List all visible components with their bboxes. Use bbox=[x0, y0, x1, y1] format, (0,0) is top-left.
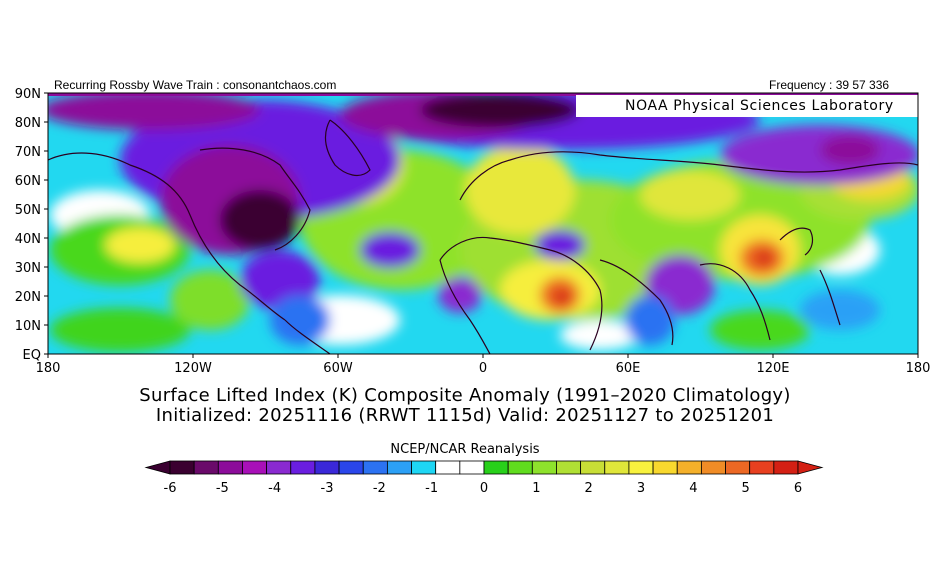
colorbar-tick-label: 2 bbox=[585, 481, 593, 496]
colorbar-cell bbox=[314, 460, 340, 475]
colorbar-cell bbox=[290, 460, 316, 475]
colorbar-cell bbox=[652, 460, 678, 475]
colorbar-cell bbox=[386, 460, 412, 475]
colorbar-cell bbox=[411, 460, 437, 475]
colorbar-tick-label: 3 bbox=[637, 481, 645, 496]
lon-label: 180 bbox=[36, 361, 61, 376]
colorbar-tick-label: 5 bbox=[742, 481, 750, 496]
title-line-2: Initialized: 20251116 (RRWT 1115d) Valid… bbox=[155, 405, 775, 426]
lon-label: 60W bbox=[323, 361, 353, 376]
colorbar-cell bbox=[193, 460, 219, 475]
lat-label: 70N bbox=[15, 145, 41, 160]
lon-label: 0 bbox=[479, 361, 487, 376]
lat-label: 90N bbox=[15, 87, 41, 102]
colorbar-cell bbox=[628, 460, 654, 475]
lon-label: 180 bbox=[906, 361, 930, 376]
colorbar-tick-label: -6 bbox=[164, 481, 177, 496]
lat-label: 40N bbox=[15, 232, 41, 247]
lat-label: 30N bbox=[15, 261, 41, 276]
colorbar-arrow-right bbox=[797, 460, 824, 475]
lon-label: 60E bbox=[616, 361, 641, 376]
colorbar-cell bbox=[580, 460, 606, 475]
lat-label: 80N bbox=[15, 116, 41, 131]
lat-label: 60N bbox=[15, 174, 41, 189]
colorbar-cell bbox=[169, 460, 195, 475]
longitude-axis: 180 120W 60W 0 60E 120E 180 bbox=[36, 354, 930, 376]
colorbar-cell bbox=[242, 460, 268, 475]
colorbar-cell bbox=[338, 460, 364, 475]
colorbar-cell bbox=[700, 460, 726, 475]
colorbar-cell bbox=[773, 460, 799, 475]
latitude-axis: 90N 80N 70N 60N 50N 40N 30N 20N 10N EQ bbox=[15, 87, 48, 363]
colorbar-cell bbox=[483, 460, 509, 475]
colorbar-cell bbox=[435, 460, 461, 475]
coastlines bbox=[48, 119, 918, 354]
lat-label: 10N bbox=[15, 319, 41, 334]
colorbar-cell bbox=[217, 460, 243, 475]
colorbar-tick-label: 4 bbox=[689, 481, 697, 496]
colorbar-cell bbox=[531, 460, 557, 475]
colorbar-cell bbox=[556, 460, 582, 475]
colorbar-tick-label: 0 bbox=[480, 481, 488, 496]
colorbar-arrow-left bbox=[144, 460, 171, 475]
colorbar-tick-label: -3 bbox=[321, 481, 334, 496]
colorbar-cell bbox=[507, 460, 533, 475]
colorbar-tick-label: 6 bbox=[794, 481, 802, 496]
colorbar-cell bbox=[459, 460, 485, 475]
colorbar-tick-label: -1 bbox=[425, 481, 438, 496]
colorbar-tick-label: 1 bbox=[532, 481, 540, 496]
title-line-1: Surface Lifted Index (K) Composite Anoma… bbox=[139, 385, 791, 406]
lab-label: NOAA Physical Sciences Laboratory bbox=[625, 98, 894, 114]
colorbar-tick-label: -2 bbox=[373, 481, 386, 496]
colorbar-cell bbox=[749, 460, 775, 475]
lat-label: EQ bbox=[23, 348, 41, 363]
colorbar-cell bbox=[676, 460, 702, 475]
colorbar-tick-label: -4 bbox=[268, 481, 281, 496]
lon-label: 120E bbox=[756, 361, 789, 376]
colorbar-cell bbox=[604, 460, 630, 475]
lab-label-box bbox=[576, 95, 918, 117]
data-source: NCEP/NCAR Reanalysis bbox=[390, 442, 540, 457]
colorbar-cell bbox=[725, 460, 751, 475]
colorbar-cell bbox=[362, 460, 388, 475]
header-source-credit: Recurring Rossby Wave Train : consonantc… bbox=[54, 78, 337, 92]
header-frequency: Frequency : 39 57 336 bbox=[769, 78, 890, 92]
colorbar-tick-label: -5 bbox=[216, 481, 229, 496]
lon-label: 120W bbox=[174, 361, 212, 376]
lat-label: 50N bbox=[15, 203, 41, 218]
lat-label: 20N bbox=[15, 290, 41, 305]
colorbar-cell bbox=[266, 460, 292, 475]
